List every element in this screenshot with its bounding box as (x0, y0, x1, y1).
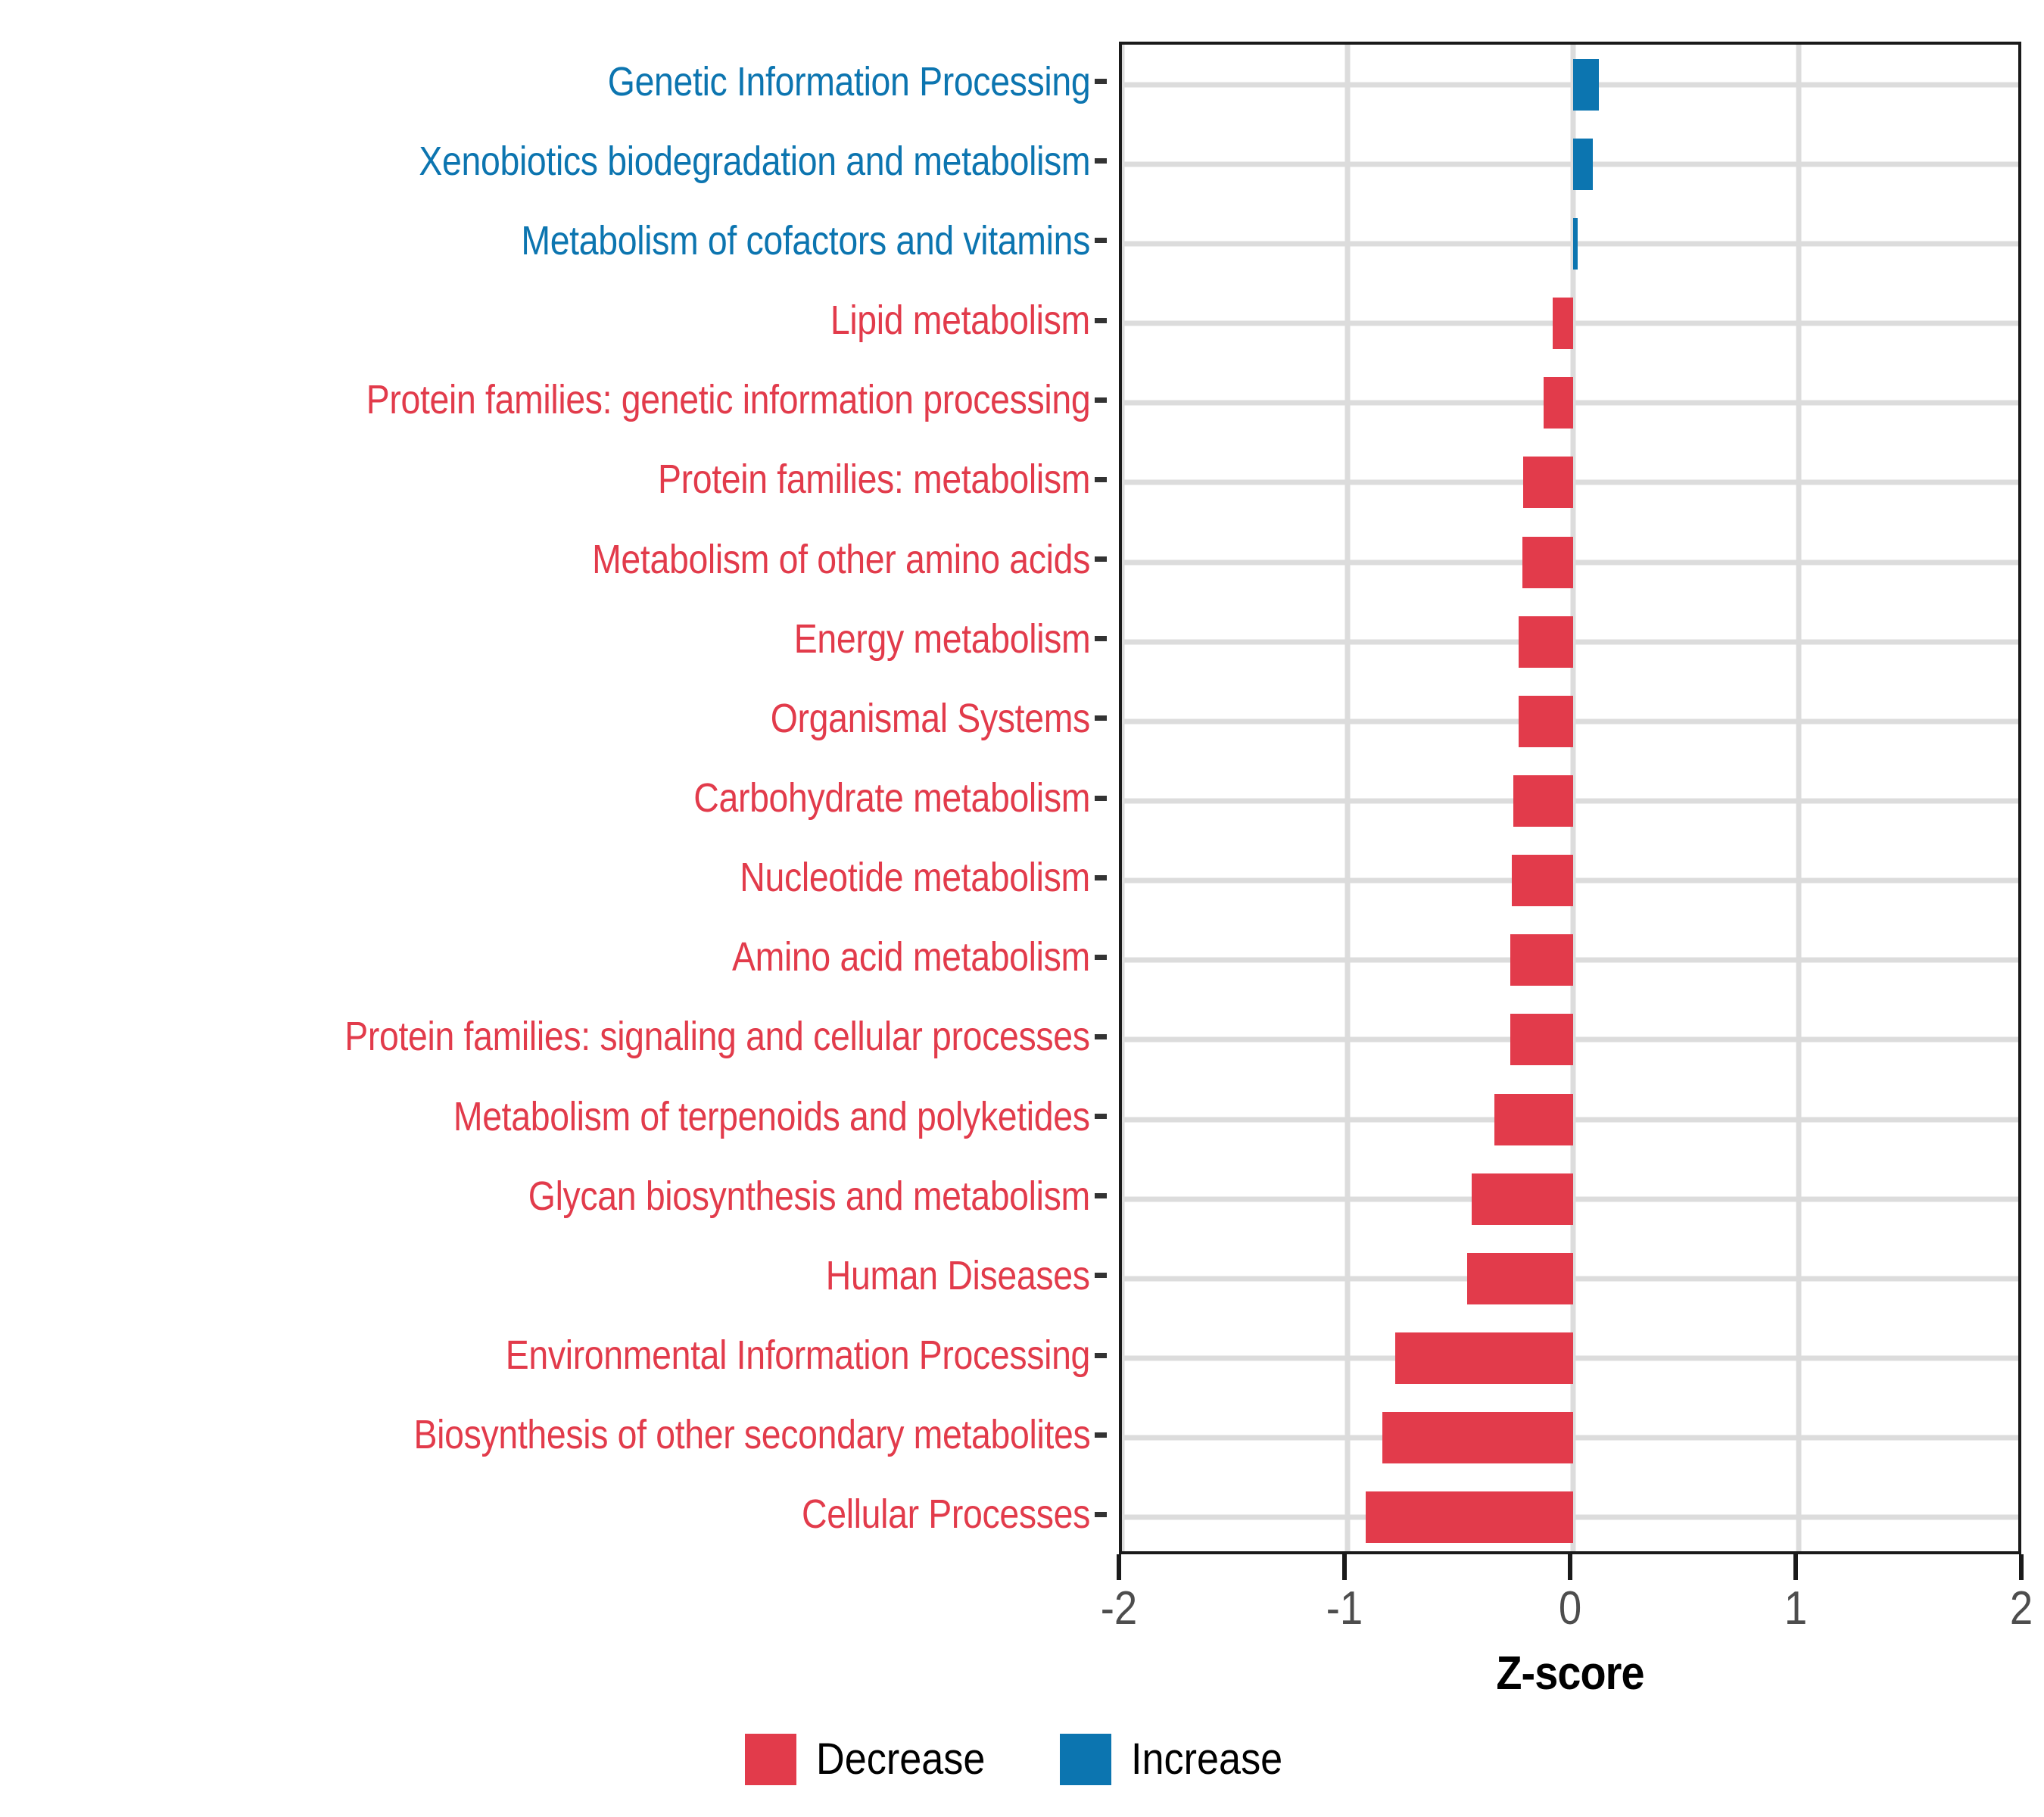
bar (1510, 1014, 1573, 1066)
y-axis-tick-mark (1095, 795, 1107, 801)
bar (1394, 1332, 1573, 1385)
y-axis-tick-mark (1095, 874, 1107, 880)
y-axis-tick-mark (1095, 1273, 1107, 1279)
x-axis-tick-label: -1 (1326, 1582, 1363, 1635)
x-axis-title: Z-score (1496, 1647, 1644, 1700)
bar (1553, 298, 1573, 350)
y-axis-tick-mark (1095, 1352, 1107, 1358)
vertical-gridline (1122, 45, 1125, 1551)
y-axis-tick-label: Environmental Information Processing (505, 1332, 1091, 1379)
bar (1518, 695, 1573, 747)
y-axis-tick-mark (1095, 1193, 1107, 1199)
x-axis-tick-label: 0 (1558, 1582, 1582, 1635)
legend-swatch-increase (1059, 1734, 1111, 1785)
bar (1466, 1252, 1573, 1304)
y-axis-tick-label: Protein families: signaling and cellular… (344, 1014, 1091, 1060)
x-axis-tick-label: -2 (1100, 1582, 1138, 1635)
y-axis-tick-label: Organismal Systems (770, 695, 1091, 741)
vertical-gridline (1570, 45, 1576, 1551)
y-axis-tick-mark (1095, 954, 1107, 960)
y-axis-tick-label: Human Diseases (826, 1252, 1090, 1298)
y-axis-tick-mark (1095, 1511, 1107, 1517)
x-axis: -2 -1 0 1 2 (1101, 1554, 2033, 1645)
bar (1523, 457, 1573, 509)
bar (1513, 775, 1573, 827)
bar (1510, 934, 1573, 986)
legend-swatch-decrease (744, 1734, 796, 1785)
y-axis-tick-mark (1095, 238, 1107, 244)
y-axis-tick-mark (1095, 158, 1107, 164)
x-axis-tick-mark (1793, 1554, 1798, 1580)
bar (1365, 1491, 1573, 1544)
y-axis-tick-mark (1095, 1033, 1107, 1039)
y-axis-tick-label: Biosynthesis of other secondary metaboli… (413, 1412, 1090, 1458)
x-axis-tick-label: 2 (2009, 1582, 2033, 1635)
bar (1544, 377, 1573, 429)
bar (1382, 1412, 1573, 1464)
bar (1522, 536, 1573, 588)
y-axis-tick-mark (1095, 556, 1107, 563)
bar (1519, 616, 1573, 668)
x-axis-tick-label: 1 (1784, 1582, 1808, 1635)
horizontal-gridline (1122, 82, 2018, 88)
bar (1573, 138, 1594, 190)
y-axis-tick-label: Carbohydrate metabolism (693, 775, 1090, 821)
y-axis-tick-mark (1095, 636, 1107, 642)
legend-label: Decrease (815, 1734, 986, 1784)
horizontal-gridline (1122, 241, 2018, 247)
y-axis-tick-label: Xenobiotics biodegradation and metabolis… (419, 138, 1090, 184)
legend-item-increase: Increase (1059, 1734, 1299, 1785)
legend-item-decrease: Decrease (744, 1734, 1004, 1785)
y-axis-tick-label: Metabolism of terpenoids and polyketides (453, 1093, 1090, 1139)
x-axis-tick-mark (1568, 1554, 1572, 1580)
y-axis-tick-mark (1095, 1432, 1107, 1438)
y-axis-tick-mark (1095, 715, 1107, 722)
bar (1511, 855, 1573, 907)
y-axis-category-labels: Genetic Information Processing Xenobiotic… (0, 0, 1107, 1560)
y-axis-tick-label: Genetic Information Processing (607, 58, 1090, 104)
y-axis-tick-label: Cellular Processes (802, 1491, 1090, 1538)
vertical-gridline (1344, 45, 1351, 1551)
x-axis-tick-mark (1117, 1554, 1121, 1580)
y-axis-tick-label: Lipid metabolism (830, 298, 1090, 344)
y-axis-tick-label: Energy metabolism (793, 616, 1090, 662)
y-axis-tick-mark (1095, 397, 1107, 403)
y-axis-tick-label: Amino acid metabolism (732, 934, 1090, 980)
y-axis-tick-mark (1095, 1114, 1107, 1120)
legend-label: Increase (1130, 1734, 1283, 1784)
plot-panel (1119, 42, 2021, 1554)
y-axis-tick-label: Metabolism of other amino acids (592, 536, 1090, 582)
x-axis-tick-mark (1342, 1554, 1347, 1580)
bar (1471, 1173, 1573, 1225)
y-axis-tick-mark (1095, 79, 1107, 85)
y-axis-tick-label: Glycan biosynthesis and metabolism (528, 1173, 1090, 1219)
bar (1494, 1093, 1573, 1145)
chart-legend: Decrease Increase (0, 1734, 2044, 1809)
y-axis-tick-label: Protein families: metabolism (657, 457, 1090, 503)
y-axis-tick-label: Nucleotide metabolism (740, 855, 1090, 901)
y-axis-tick-mark (1095, 476, 1107, 482)
horizontal-gridline (1122, 161, 2018, 167)
y-axis-tick-mark (1095, 317, 1107, 323)
y-axis-tick-label: Protein families: genetic information pr… (366, 377, 1090, 423)
y-axis-tick-label: Metabolism of cofactors and vitamins (521, 217, 1090, 263)
bar (1573, 58, 1600, 111)
bar (1573, 217, 1578, 270)
vertical-gridline (1796, 45, 1802, 1551)
x-axis-tick-mark (2019, 1554, 2024, 1580)
